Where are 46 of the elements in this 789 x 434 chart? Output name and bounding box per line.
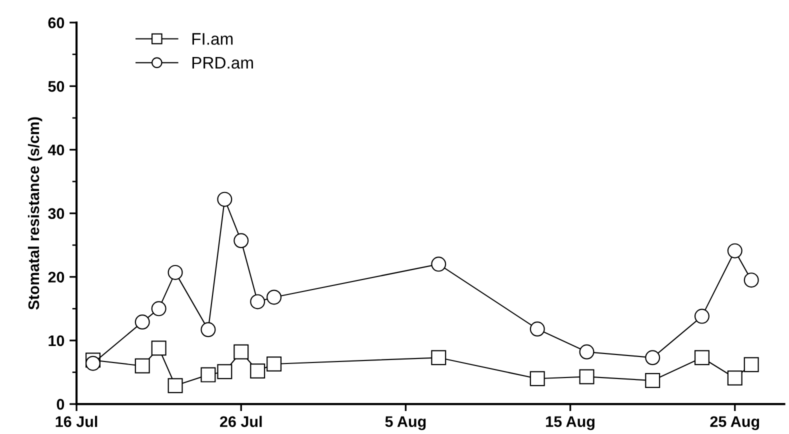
point	[151, 340, 166, 356]
point	[579, 369, 594, 384]
x-tick-label: 5 Aug	[385, 416, 426, 430]
point	[168, 264, 183, 280]
point	[85, 356, 100, 371]
x-tick-label: 25 Aug	[710, 416, 760, 430]
point	[694, 350, 710, 366]
point	[200, 322, 216, 338]
y-axis-title: Stomatal resistance (s/cm)	[28, 117, 42, 310]
point	[727, 243, 742, 258]
y-tick-label: 0	[56, 398, 64, 410]
legend-label: FI.am	[192, 33, 233, 45]
point	[134, 314, 150, 330]
point	[744, 357, 759, 372]
point	[234, 233, 249, 248]
point	[168, 378, 183, 394]
y-tick-label: 20	[48, 272, 64, 283]
point	[250, 363, 266, 378]
x-tick-label: 15 Aug	[546, 416, 594, 430]
point	[217, 192, 232, 207]
point	[530, 322, 545, 337]
point	[727, 370, 742, 386]
point	[134, 358, 150, 374]
x-tick-label: 26 Jul	[220, 416, 262, 428]
y-tick-label: 60	[48, 17, 64, 28]
point	[200, 367, 216, 382]
point	[266, 356, 282, 372]
point	[217, 364, 232, 380]
point	[645, 350, 660, 366]
x-tick-label: 16 Jul	[56, 416, 98, 428]
y-tick-label: 10	[48, 335, 64, 346]
legend-label: PRD.am	[192, 57, 253, 69]
y-tick-label: 50	[48, 81, 64, 92]
point	[694, 308, 710, 324]
y-tick-label: 30	[48, 208, 64, 220]
y-tick-label: 40	[48, 144, 64, 156]
point	[431, 256, 446, 272]
point	[151, 301, 166, 316]
point	[645, 373, 660, 388]
point	[250, 294, 266, 310]
point	[234, 344, 249, 360]
point	[266, 290, 282, 305]
point	[431, 350, 446, 366]
point	[744, 272, 759, 288]
point	[579, 344, 594, 360]
point	[530, 371, 545, 386]
